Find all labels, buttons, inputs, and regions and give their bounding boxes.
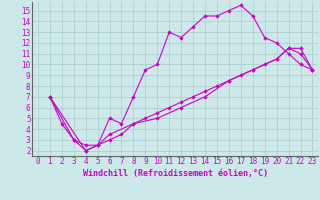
X-axis label: Windchill (Refroidissement éolien,°C): Windchill (Refroidissement éolien,°C) <box>83 169 268 178</box>
